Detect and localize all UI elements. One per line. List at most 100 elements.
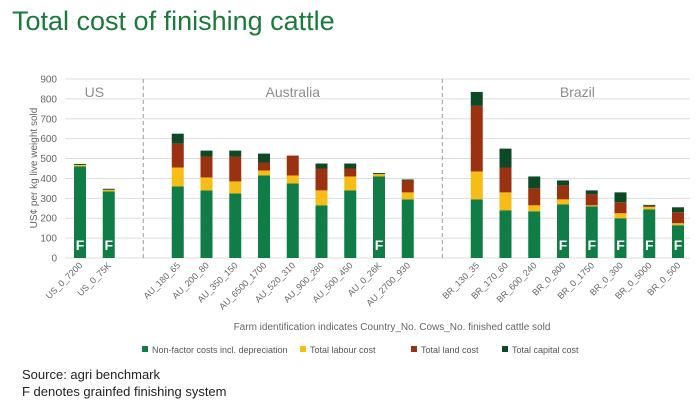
- bar-segment: [200, 177, 213, 191]
- bar-segment: [614, 202, 627, 214]
- bar-segment: [258, 153, 270, 163]
- bar-segment: [102, 188, 115, 190]
- bar-segment: [171, 167, 184, 187]
- bar-segment: [286, 155, 299, 176]
- region-label: US: [85, 84, 104, 100]
- bar-segment: [499, 192, 512, 211]
- legend-swatch: [142, 346, 148, 352]
- source-note: Source: agri benchmark: [22, 367, 161, 382]
- bar-segment: [585, 194, 598, 206]
- bar-segment: [557, 180, 569, 186]
- legend-label: Total capital cost: [512, 345, 579, 355]
- bar-segment: [643, 205, 656, 207]
- bar-segment: [401, 180, 414, 193]
- bar-segment: [171, 133, 184, 144]
- bar-segment: [200, 150, 213, 157]
- grainfed-note: F denotes grainfed finishing system: [22, 384, 227, 399]
- legend-swatch: [411, 346, 417, 352]
- bar-segment: [258, 170, 270, 176]
- bar-segment: [74, 163, 86, 165]
- y-tick-label: 700: [40, 114, 57, 125]
- bar-segment: [171, 143, 184, 168]
- legend: Non-factor costs incl. depreciation Total…: [142, 345, 579, 355]
- chart-title: Total cost of finishing cattle: [12, 6, 335, 36]
- bar-segment: [557, 185, 569, 200]
- stacked-bar-chart: US Australia Brazil 0 100 200 300 400 500 600 700…: [29, 75, 690, 355]
- y-axis-label: US¢ per kg live weight sold: [29, 108, 40, 229]
- bar-segment: [344, 176, 357, 191]
- bar-segment: [557, 204, 569, 258]
- bar-segment: [229, 156, 242, 182]
- bar-segment: [585, 190, 598, 195]
- bar-segment: [315, 205, 328, 258]
- y-tick-label: 0: [51, 254, 57, 265]
- bar-segment: [344, 168, 357, 177]
- y-axis-ticks: 0 100 200 300 400 500 600 700 800 900: [40, 75, 57, 265]
- bar-segment: [643, 206, 656, 210]
- bar-segment: [102, 191, 115, 258]
- bar-segment: [401, 199, 414, 258]
- bar-segment: [499, 148, 512, 168]
- bar-segment: [643, 204, 656, 206]
- region-label: Australia: [266, 84, 321, 100]
- bar-segment: [470, 105, 483, 172]
- bar-segment: [470, 199, 483, 258]
- bar-segment: [74, 164, 86, 167]
- bar-segment: [528, 211, 541, 258]
- bar-segment: [528, 188, 541, 206]
- bar-segment: [470, 91, 483, 106]
- grainfed-marker: F: [645, 237, 654, 253]
- bar-segment: [643, 209, 656, 258]
- grainfed-marker: F: [76, 237, 85, 253]
- y-tick-label: 400: [40, 174, 57, 185]
- bars: [74, 91, 684, 258]
- legend-label: Non-factor costs incl. depreciation: [152, 345, 288, 355]
- y-tick-label: 800: [40, 94, 57, 105]
- y-tick-label: 100: [40, 234, 57, 245]
- bar-segment: [499, 210, 512, 258]
- y-tick-label: 200: [40, 214, 57, 225]
- bar-segment: [614, 218, 627, 258]
- grainfed-marker: F: [674, 237, 683, 253]
- bar-segment: [315, 168, 328, 191]
- bar-segment: [229, 193, 242, 258]
- region-label: Brazil: [560, 84, 595, 100]
- bar-segment: [373, 174, 385, 177]
- legend-label: Total labour cost: [310, 345, 376, 355]
- bar-segment: [229, 150, 242, 157]
- bar-segment: [470, 171, 483, 200]
- x-axis-label: Farm identification indicates Country_No…: [234, 322, 551, 333]
- legend-label: Total land cost: [421, 345, 479, 355]
- grainfed-marker: F: [375, 237, 384, 253]
- bar-segment: [373, 173, 385, 175]
- bar-segment: [672, 207, 684, 213]
- y-tick-label: 900: [40, 75, 57, 86]
- grainfed-marker: F: [616, 237, 625, 253]
- bar-segment: [315, 163, 328, 169]
- bar-segment: [200, 190, 213, 258]
- bar-segment: [672, 225, 684, 258]
- bar-segment: [672, 212, 684, 224]
- bar-segment: [229, 181, 242, 194]
- bar-segment: [614, 213, 627, 219]
- bar-segment: [344, 163, 357, 169]
- bar-segment: [585, 206, 598, 258]
- grainfed-marker: F: [587, 237, 596, 253]
- bar-segment: [373, 176, 385, 258]
- y-tick-label: 600: [40, 134, 57, 145]
- bar-segment: [74, 166, 86, 258]
- bar-segment: [344, 190, 357, 258]
- bar-segment: [200, 156, 213, 178]
- y-tick-label: 300: [40, 194, 57, 205]
- footer: Source: agri benchmark F denotes grainfe…: [22, 366, 227, 400]
- bar-segment: [672, 223, 684, 226]
- bar-segment: [528, 205, 541, 212]
- region-dividers: [142, 79, 443, 258]
- bar-segment: [528, 176, 541, 189]
- bar-segment: [614, 192, 627, 203]
- bar-segment: [286, 183, 299, 258]
- grainfed-marker: F: [104, 237, 113, 253]
- bar-segment: [585, 205, 598, 207]
